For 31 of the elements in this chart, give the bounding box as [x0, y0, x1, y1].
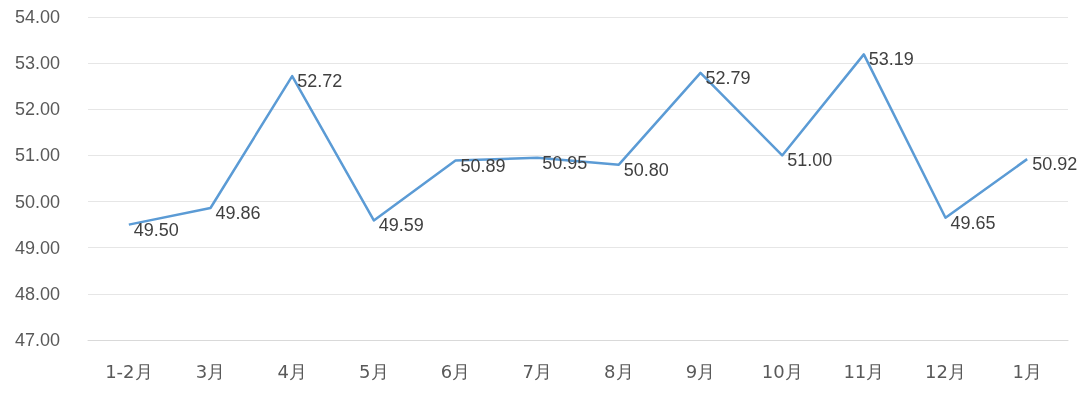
data-label: 50.80	[623, 159, 669, 180]
data-label: 50.89	[460, 155, 506, 176]
y-tick-label: 54.00	[14, 7, 60, 27]
x-tick-label: 11月	[843, 360, 885, 382]
x-tick-label: 6月	[440, 360, 471, 382]
y-tick-label: 49.00	[14, 237, 60, 258]
x-tick-label: 12月	[925, 360, 966, 382]
x-tick-label: 8月	[604, 360, 634, 382]
x-tick-label: 9月	[685, 360, 716, 382]
y-tick-label: 51.00	[14, 145, 60, 166]
y-tick-label: 52.00	[14, 99, 60, 120]
data-label: 50.92	[1032, 154, 1078, 175]
x-tick-label: 5月	[359, 360, 389, 382]
data-label: 49.86	[215, 203, 261, 224]
data-label: 52.72	[297, 71, 343, 92]
data-label: 49.50	[133, 219, 179, 240]
data-label: 52.79	[705, 67, 751, 88]
y-tick-label: 50.00	[14, 191, 60, 212]
y-tick-label: 47.00	[14, 330, 60, 350]
data-label: 49.65	[950, 212, 996, 233]
x-tick-label: 7月	[522, 360, 552, 382]
x-tick-label: 4月	[277, 360, 307, 382]
y-tick-label: 48.00	[14, 283, 60, 304]
x-tick-label: 1-2月	[105, 360, 153, 382]
x-tick-label: 1月	[1012, 360, 1042, 382]
data-label: 53.19	[868, 49, 914, 70]
x-tick-label: 10月	[761, 360, 803, 382]
data-label: 51.00	[787, 150, 833, 171]
y-tick-label: 53.00	[14, 53, 60, 74]
x-tick-label: 3月	[195, 360, 226, 382]
data-label: 49.59	[378, 215, 424, 236]
